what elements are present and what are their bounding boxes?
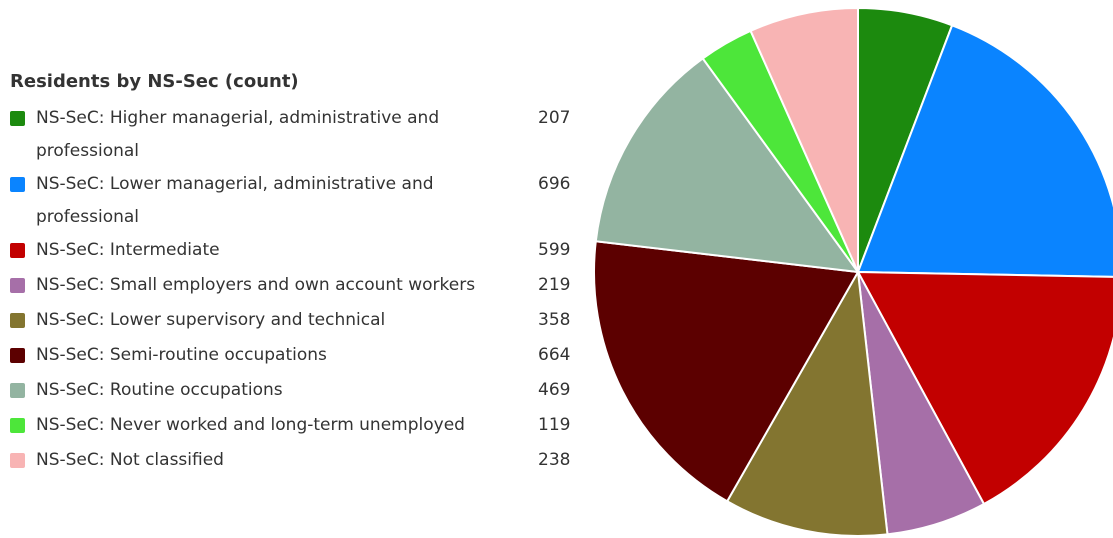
legend-swatch [10,453,25,468]
legend-swatch [10,348,25,363]
legend-label: NS-SeC: Never worked and long-term unemp… [36,415,465,435]
legend-swatch [10,278,25,293]
legend-swatch [10,313,25,328]
legend-item-routine[interactable]: NS-SeC: Routine occupations 469 [10,374,580,409]
legend-value: 696 [538,174,571,194]
legend-label: NS-SeC: Lower managerial, administrative… [36,174,434,227]
legend-label: NS-SeC: Not classified [36,450,224,470]
slice-lower-managerial[interactable] [856,24,1113,278]
legend-swatch [10,111,25,126]
slice-not-classified[interactable] [749,8,859,273]
legend-value: 599 [538,240,571,260]
legend-label: NS-SeC: Intermediate [36,240,220,260]
legend-item-small-employers[interactable]: NS-SeC: Small employers and own account … [10,269,580,304]
legend-value: 358 [538,310,571,330]
legend-swatch [10,177,25,192]
legend-label: NS-SeC: Lower supervisory and technical [36,310,386,330]
legend-swatch [10,243,25,258]
legend-label: NS-SeC: Semi-routine occupations [36,345,327,365]
legend-label: NS-SeC: Higher managerial, administrativ… [36,108,440,161]
legend-value: 238 [538,450,571,470]
legend-item-never-worked[interactable]: NS-SeC: Never worked and long-term unemp… [10,409,580,444]
legend-value: 664 [538,345,571,365]
pie-chart [590,8,1113,538]
legend-value: 207 [538,108,571,128]
legend-item-not-classified[interactable]: NS-SeC: Not classified 238 [10,444,580,479]
chart-legend: Residents by NS-Sec (count) NS-SeC: High… [10,70,580,479]
legend-value: 219 [538,275,571,295]
slice-intermediate[interactable] [856,270,1113,506]
legend-item-lower-managerial[interactable]: NS-SeC: Lower managerial, administrative… [10,168,580,234]
legend-item-semi-routine[interactable]: NS-SeC: Semi-routine occupations 664 [10,339,580,374]
legend-item-lower-supervisory[interactable]: NS-SeC: Lower supervisory and technical … [10,304,580,339]
slice-routine[interactable] [594,57,861,274]
slice-lower-supervisory[interactable] [725,268,889,537]
legend-label: NS-SeC: Routine occupations [36,380,283,400]
legend-item-intermediate[interactable]: NS-SeC: Intermediate 599 [10,234,580,269]
slice-semi-routine[interactable] [593,240,860,503]
legend-title: Residents by NS-Sec (count) [10,71,299,92]
legend-value: 119 [538,415,571,435]
legend-swatch [10,418,25,433]
pie-chart-svg [593,8,1113,537]
legend-label: NS-SeC: Small employers and own account … [36,275,476,295]
legend-swatch [10,383,25,398]
legend-item-higher-managerial[interactable]: NS-SeC: Higher managerial, administrativ… [10,102,580,168]
legend-value: 469 [538,380,571,400]
